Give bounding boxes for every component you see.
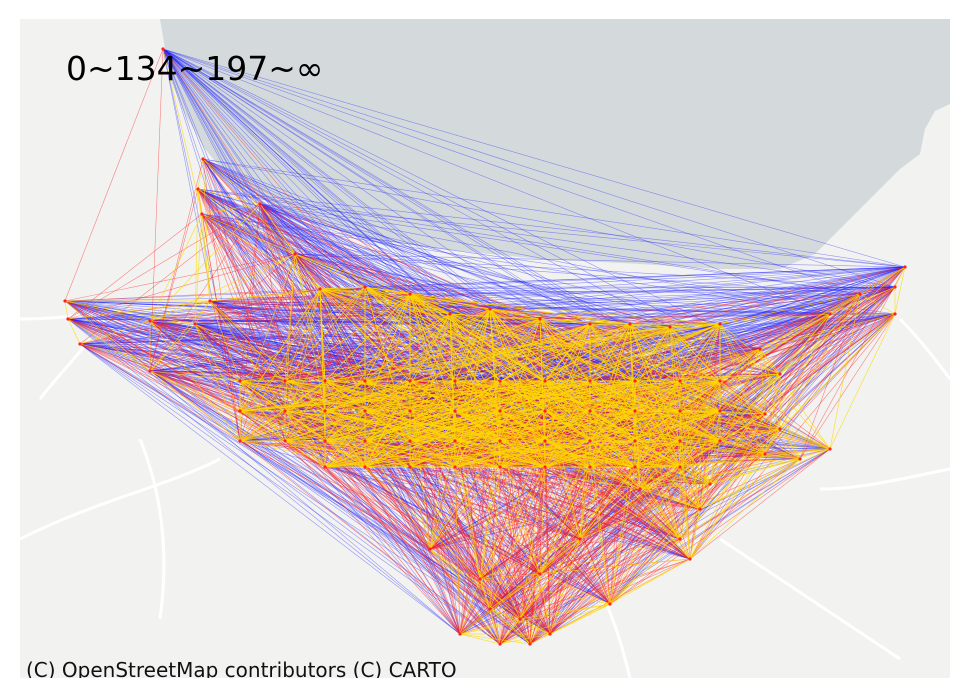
od-node <box>778 427 781 430</box>
od-node <box>200 212 203 215</box>
od-node <box>363 409 366 412</box>
od-node <box>238 409 241 412</box>
od-node <box>528 642 531 645</box>
od-node <box>538 317 541 320</box>
od-node <box>408 439 411 442</box>
od-node <box>828 312 831 315</box>
od-node <box>688 557 691 560</box>
od-node <box>208 299 211 302</box>
od-node <box>763 452 766 455</box>
od-node <box>448 312 451 315</box>
od-node <box>668 325 671 328</box>
od-node <box>633 379 636 382</box>
od-node <box>638 487 641 490</box>
od-node <box>893 312 896 315</box>
od-node <box>763 412 766 415</box>
od-node <box>588 439 591 442</box>
od-node <box>543 439 546 442</box>
od-node <box>588 379 591 382</box>
od-node <box>363 439 366 442</box>
od-node <box>323 439 326 442</box>
map-svg <box>20 19 950 678</box>
od-node <box>323 465 326 468</box>
od-node <box>718 322 721 325</box>
od-node <box>408 409 411 412</box>
od-node <box>238 379 241 382</box>
od-node <box>678 409 681 412</box>
od-node <box>858 292 861 295</box>
od-node <box>543 409 546 412</box>
od-node <box>608 602 611 605</box>
od-node <box>283 409 286 412</box>
od-node <box>318 287 321 290</box>
od-node <box>543 465 546 468</box>
od-node <box>578 537 581 540</box>
od-node <box>628 322 631 325</box>
od-node <box>66 317 69 320</box>
od-node <box>453 439 456 442</box>
od-node <box>678 439 681 442</box>
od-node <box>678 379 681 382</box>
od-node <box>718 439 721 442</box>
od-node <box>408 292 411 295</box>
od-node <box>488 307 491 310</box>
od-node <box>238 439 241 442</box>
od-node <box>633 409 636 412</box>
od-node <box>498 379 501 382</box>
od-node <box>678 537 681 540</box>
od-node <box>363 465 366 468</box>
od-node <box>588 409 591 412</box>
od-node <box>201 157 204 160</box>
od-node <box>708 482 711 485</box>
od-node <box>283 379 286 382</box>
od-node <box>408 379 411 382</box>
od-node <box>258 202 261 205</box>
od-node <box>538 572 541 575</box>
od-node <box>453 409 456 412</box>
od-node <box>543 379 546 382</box>
od-node <box>758 347 761 350</box>
od-node <box>798 457 801 460</box>
od-node <box>548 632 551 635</box>
od-node <box>193 322 196 325</box>
legend-label: 0~134~197~∞ <box>66 49 323 88</box>
od-node <box>498 642 501 645</box>
od-node <box>148 369 151 372</box>
od-node <box>718 379 721 382</box>
od-node <box>498 409 501 412</box>
od-node <box>828 447 831 450</box>
od-node <box>518 617 521 620</box>
od-node <box>63 299 66 302</box>
od-node <box>498 465 501 468</box>
od-node <box>458 632 461 635</box>
od-node <box>196 187 199 190</box>
od-node <box>698 507 701 510</box>
map-attribution: (C) OpenStreetMap contributors (C) CARTO <box>26 658 457 678</box>
od-node <box>293 252 296 255</box>
od-node <box>453 379 456 382</box>
od-node <box>718 409 721 412</box>
od-node <box>148 319 151 322</box>
od-node <box>323 409 326 412</box>
map-canvas[interactable]: 0~134~197~∞ (C) OpenStreetMap contributo… <box>20 19 950 678</box>
od-node <box>78 342 81 345</box>
od-node <box>363 379 366 382</box>
od-node <box>283 439 286 442</box>
od-node <box>428 547 431 550</box>
od-node <box>323 379 326 382</box>
od-node <box>588 465 591 468</box>
od-node <box>903 265 906 268</box>
od-node <box>478 577 481 580</box>
od-node <box>893 285 896 288</box>
od-node <box>453 465 456 468</box>
od-node <box>778 372 781 375</box>
od-node <box>488 607 491 610</box>
od-node <box>363 285 366 288</box>
od-node <box>633 439 636 442</box>
od-node <box>408 465 411 468</box>
od-node <box>678 465 681 468</box>
od-node <box>498 439 501 442</box>
od-node <box>633 465 636 468</box>
od-node <box>588 322 591 325</box>
